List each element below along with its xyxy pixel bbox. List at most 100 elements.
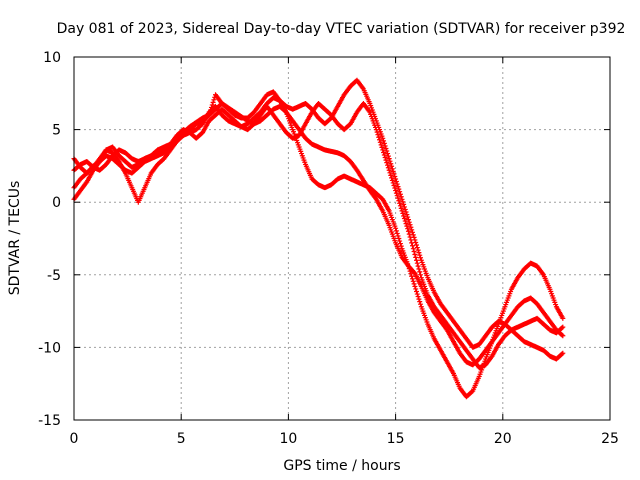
- data-point: [396, 186, 402, 192]
- data-point: [415, 247, 421, 253]
- data-point: [389, 166, 395, 172]
- data-point: [405, 214, 411, 220]
- data-point: [383, 145, 389, 151]
- data-point: [397, 203, 403, 209]
- data-point: [395, 184, 401, 190]
- data-point: [379, 144, 385, 150]
- data-point: [385, 162, 391, 168]
- data-point: [394, 230, 400, 236]
- data-point: [414, 291, 420, 297]
- data-point: [409, 273, 415, 279]
- data-point: [559, 325, 565, 331]
- data-point: [400, 199, 406, 205]
- data-point: [384, 160, 390, 166]
- data-point: [408, 237, 414, 243]
- data-point: [384, 148, 390, 154]
- data-point: [416, 266, 422, 272]
- data-point: [389, 175, 395, 181]
- data-point: [408, 271, 414, 277]
- data-point: [417, 269, 423, 275]
- data-point: [405, 263, 411, 269]
- y-tick-label: 10: [43, 50, 61, 66]
- data-point: [386, 167, 392, 173]
- data-point: [396, 198, 402, 204]
- data-point: [417, 252, 423, 258]
- data-point: [414, 257, 420, 263]
- data-point: [398, 205, 404, 211]
- data-point: [396, 236, 402, 241]
- data-point: [394, 193, 400, 199]
- data-point: [381, 152, 387, 158]
- data-point: [418, 272, 424, 278]
- data-point: [409, 276, 415, 282]
- data-point: [393, 228, 399, 234]
- data-point: [411, 269, 417, 275]
- data-point: [414, 260, 420, 266]
- data-point: [388, 161, 394, 167]
- data-point: [397, 189, 403, 195]
- data-point: [393, 190, 399, 196]
- data-point: [387, 158, 393, 164]
- data-point: [393, 225, 399, 231]
- data-point: [409, 240, 415, 246]
- data-point: [410, 278, 416, 284]
- y-tick-label: -5: [47, 268, 61, 284]
- data-point: [395, 195, 401, 201]
- data-point: [385, 153, 391, 159]
- data-point: [406, 219, 412, 225]
- x-tick-label: 10: [279, 431, 297, 447]
- data-point: [400, 210, 406, 216]
- data-point: [412, 251, 418, 257]
- data-point: [409, 227, 415, 233]
- data-point: [380, 135, 386, 141]
- data-point: [385, 151, 391, 157]
- data-point: [418, 301, 424, 307]
- data-point: [397, 238, 403, 244]
- data-point: [409, 243, 415, 249]
- x-tick-label: 20: [494, 431, 512, 447]
- data-point: [397, 200, 403, 206]
- plot-frame: [73, 56, 611, 421]
- grid-lines: [74, 57, 610, 420]
- data-point: [411, 281, 417, 287]
- data-point: [378, 142, 384, 148]
- data-point: [380, 147, 386, 153]
- data-point: [393, 176, 399, 182]
- data-point: [401, 213, 407, 219]
- data-point: [560, 315, 566, 321]
- data-point: [405, 226, 411, 232]
- data-point: [377, 139, 383, 145]
- data-point: [398, 243, 404, 249]
- data-point: [402, 218, 408, 224]
- data-point: [414, 245, 420, 251]
- data-point: [382, 143, 388, 149]
- data-point: [401, 204, 407, 210]
- data-point: [409, 229, 415, 235]
- data-point: [406, 231, 412, 237]
- data-point: [560, 324, 566, 330]
- data-point: [389, 163, 395, 169]
- data-point: [390, 168, 396, 174]
- data-point: [413, 286, 419, 292]
- data-point: [469, 389, 475, 395]
- data-point: [381, 149, 387, 155]
- data-point: [414, 288, 420, 294]
- data-point: [389, 177, 395, 183]
- data-point: [398, 194, 404, 200]
- data-point: [559, 351, 565, 357]
- data-point: [381, 138, 387, 144]
- y-axis-label: SDTVAR / TECUs: [7, 181, 23, 296]
- data-point: [416, 250, 422, 256]
- data-point: [413, 254, 419, 260]
- data-point: [377, 137, 383, 143]
- data-point: [407, 268, 413, 274]
- y-tick-label: -10: [38, 340, 61, 356]
- data-point: [559, 332, 565, 338]
- data-point: [405, 217, 411, 223]
- data-point: [418, 255, 424, 261]
- data-point: [374, 129, 380, 135]
- data-point: [416, 296, 422, 302]
- x-axis-label: GPS time / hours: [283, 458, 400, 474]
- data-point: [387, 170, 393, 176]
- data-point: [394, 181, 400, 187]
